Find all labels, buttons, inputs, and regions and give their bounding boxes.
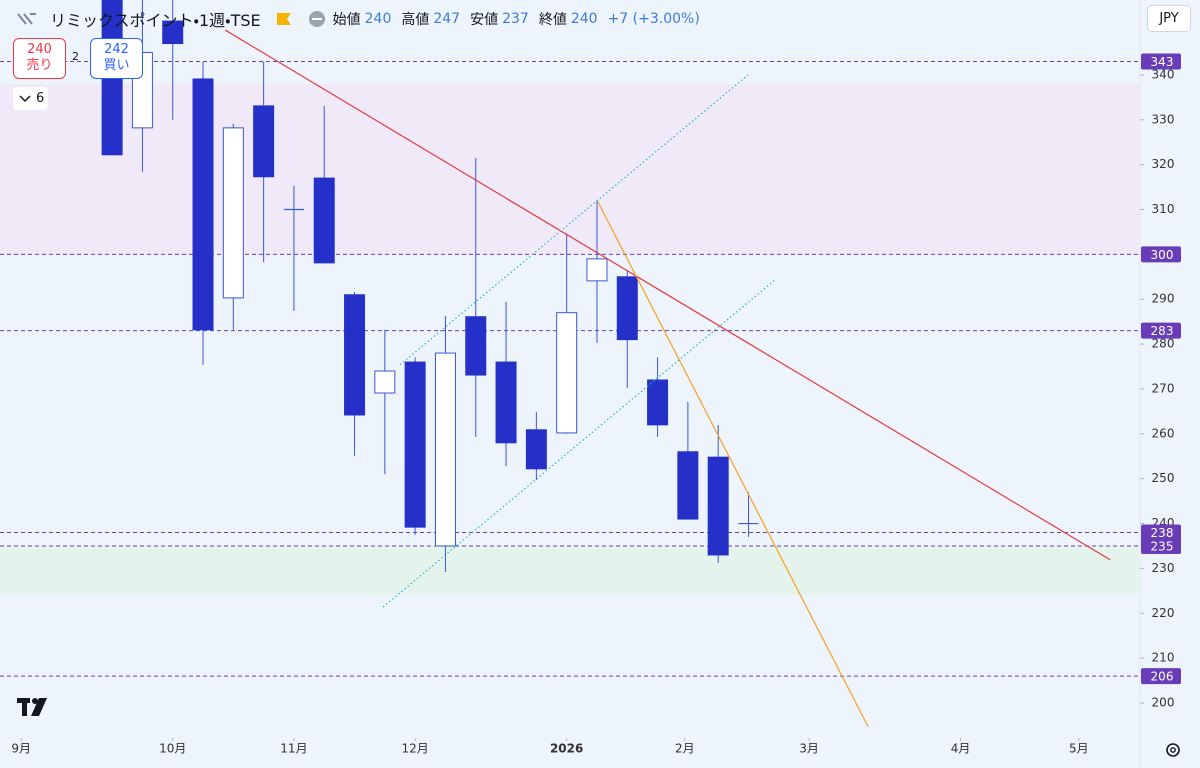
buy-button[interactable]: 242 買い: [90, 38, 143, 79]
spread: 2: [72, 50, 79, 63]
candle-body: [253, 105, 275, 178]
level-label-bg: [1141, 53, 1181, 70]
candle-body: [192, 78, 214, 331]
level-label: 206: [1151, 670, 1174, 684]
trend-line: [224, 29, 1111, 561]
axes: 2002102202302402502602702802903003103203…: [11, 53, 1181, 756]
sell-button[interactable]: 240 売り: [13, 38, 66, 79]
currency-button[interactable]: JPY: [1147, 5, 1191, 32]
sell-price: 240: [27, 42, 52, 57]
high-label: 高値: [401, 12, 430, 28]
candle-body: [616, 276, 638, 341]
settings-icon[interactable]: [1166, 743, 1180, 757]
candle-body: [556, 312, 578, 434]
candle-body: [465, 316, 487, 376]
candle-body: [222, 127, 244, 299]
level-label: 283: [1151, 324, 1174, 338]
candle-body: [434, 352, 456, 547]
close-value: 240: [570, 11, 598, 27]
price-zone: [0, 83, 1140, 255]
legend-bar: リミックスポイント・1週・TSE 始値 240 高値 247 安値 237 終値 240…: [0, 8, 710, 30]
y-tick-label: 230: [1152, 561, 1175, 575]
candle-body: [677, 451, 699, 520]
y-tick-label: 270: [1152, 381, 1175, 395]
trend-line: [596, 199, 869, 728]
x-tick-label: 2026: [550, 742, 583, 756]
trend-line: [382, 278, 777, 608]
symbol-title[interactable]: リミックスポイント・1週・TSE: [50, 11, 261, 30]
y-tick-label: 220: [1152, 606, 1175, 620]
status-icon: [308, 11, 325, 27]
flag-icon[interactable]: [275, 11, 293, 27]
y-tick-label: 310: [1152, 202, 1175, 216]
level-label-bg: [1141, 524, 1181, 541]
level-label: 235: [1151, 539, 1174, 553]
level-label-bg: [1141, 246, 1181, 263]
x-tick-label: 9月: [11, 742, 31, 756]
plot-area: [0, 0, 1140, 728]
level-label-bg: [1141, 322, 1181, 339]
open-value: 240: [364, 11, 392, 27]
symbol-logo: [17, 13, 36, 25]
y-tick-label: 340: [1152, 67, 1175, 81]
high-value: 247: [433, 11, 461, 27]
y-tick-label: 320: [1152, 157, 1175, 171]
x-tick-label: 4月: [951, 742, 971, 756]
y-tick-label: 290: [1152, 292, 1175, 306]
candle-body: [404, 361, 426, 528]
y-tick-label: 280: [1152, 337, 1175, 351]
candle-body: [313, 177, 335, 264]
candle-body: [525, 429, 547, 470]
buy-label: 買い: [103, 58, 130, 73]
level-label: 300: [1151, 248, 1174, 262]
price-zone: [0, 545, 1140, 595]
x-tick-label: 11月: [280, 742, 307, 756]
y-tick-label: 330: [1152, 112, 1175, 126]
x-tick-label: 12月: [402, 742, 429, 756]
open-label: 始値: [332, 12, 361, 28]
indicator-count: 6: [36, 91, 45, 106]
candle-body: [707, 456, 729, 556]
change: +7 (+3.00%): [607, 11, 700, 27]
buy-price: 242: [104, 42, 129, 57]
low-value: 237: [502, 11, 529, 27]
level-label-bg: [1141, 668, 1181, 685]
candle-body: [162, 20, 184, 45]
x-tick-label: 10月: [159, 742, 186, 756]
level-label-bg: [1141, 537, 1181, 554]
indicator-toggle[interactable]: 6: [13, 87, 48, 110]
candle-body: [374, 370, 396, 394]
y-tick-label: 250: [1152, 471, 1175, 485]
candle-body: [495, 361, 517, 444]
level-label: 343: [1151, 55, 1174, 69]
y-tick-label: 210: [1152, 651, 1175, 665]
x-tick-label: 5月: [1069, 742, 1089, 756]
x-tick-label: 2月: [675, 742, 695, 756]
tv-logo: [17, 698, 47, 716]
chevron: [19, 94, 31, 102]
low-label: 安値: [470, 12, 499, 28]
candle-body: [647, 379, 669, 426]
candle-body: [344, 294, 366, 416]
x-tick-label: 3月: [799, 742, 819, 756]
close-label: 終値: [538, 12, 567, 28]
candle-body: [586, 258, 608, 282]
sell-label: 売り: [26, 58, 53, 73]
level-label: 238: [1151, 526, 1174, 540]
y-tick-label: 200: [1152, 696, 1175, 710]
y-tick-label: 260: [1152, 426, 1175, 440]
